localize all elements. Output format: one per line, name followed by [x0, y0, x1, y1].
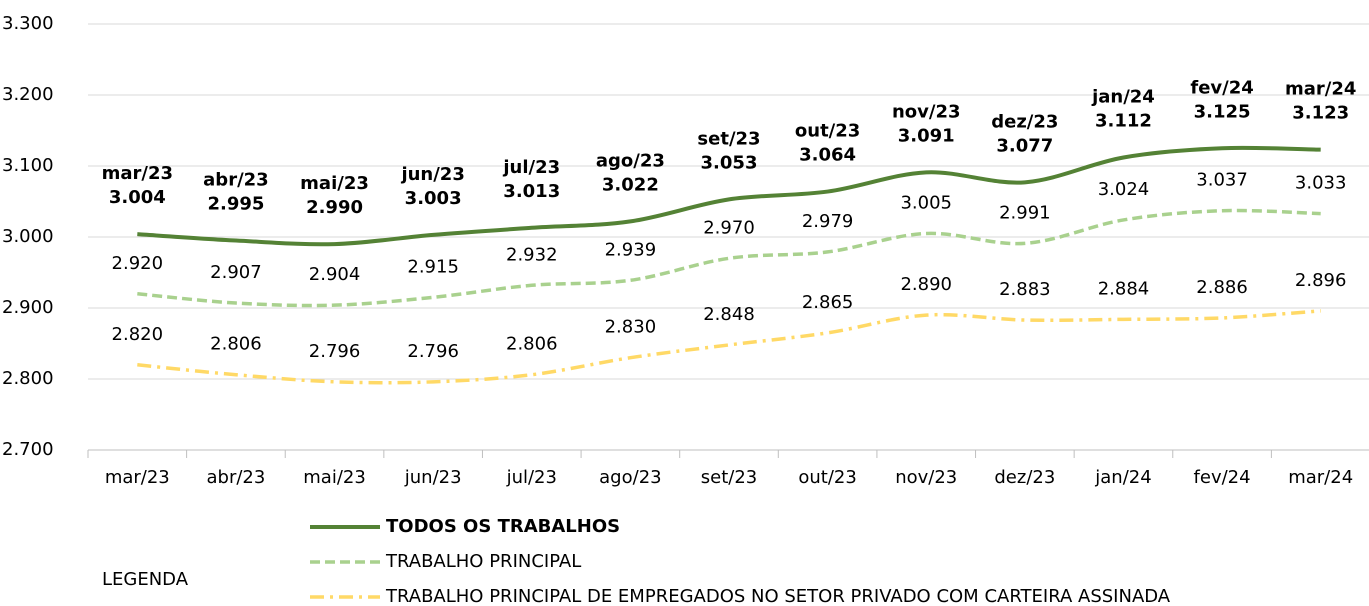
- data-label: 2.820: [112, 324, 164, 345]
- data-label: 2.886: [1196, 277, 1248, 298]
- data-label: 3.003: [405, 188, 462, 209]
- x-tick-label: jun/23: [404, 467, 462, 488]
- data-label: 2.920: [112, 253, 164, 274]
- y-tick-label: 2.900: [2, 297, 54, 318]
- data-label: 2.939: [605, 239, 657, 260]
- y-tick-label: 3.300: [2, 13, 54, 34]
- series-line: [137, 309, 1321, 385]
- data-label-category: mar/24: [1285, 79, 1356, 100]
- x-tick-label: mar/24: [1288, 467, 1353, 488]
- data-label: 3.125: [1194, 101, 1251, 122]
- data-label: 2.915: [407, 256, 459, 277]
- x-tick-label: set/23: [701, 467, 757, 488]
- y-tick-label: 3.000: [2, 226, 54, 247]
- x-tick-label: nov/23: [895, 467, 957, 488]
- series-line: [137, 145, 1321, 247]
- x-tick-label: abr/23: [207, 467, 266, 488]
- data-label: 2.995: [207, 194, 264, 215]
- y-tick-label: 3.200: [2, 84, 54, 105]
- x-tick-label: mai/23: [303, 467, 366, 488]
- legend-title: LEGENDA: [102, 569, 189, 590]
- data-label: 2.890: [900, 274, 952, 295]
- data-label: 2.865: [802, 292, 854, 313]
- data-label: 2.896: [1295, 270, 1347, 291]
- data-label: 2.884: [1098, 278, 1150, 299]
- data-label-category: dez/23: [991, 111, 1058, 132]
- data-label: 2.904: [309, 264, 361, 285]
- data-label: 3.013: [503, 181, 560, 202]
- data-label-category: jul/23: [502, 157, 560, 178]
- x-tick-label: fev/24: [1194, 467, 1251, 488]
- x-tick-label: ago/23: [599, 467, 661, 488]
- data-label: 3.033: [1295, 173, 1347, 194]
- data-label-category: abr/23: [203, 170, 269, 191]
- data-label-category: ago/23: [596, 150, 665, 171]
- data-label: 3.091: [898, 125, 955, 146]
- data-label: 2.796: [309, 341, 361, 362]
- y-tick-label: 3.100: [2, 155, 54, 176]
- data-label-category: mai/23: [300, 173, 369, 194]
- legend-label: TRABALHO PRINCIPAL DE EMPREGADOS NO SETO…: [385, 586, 1171, 606]
- data-label-category: out/23: [795, 121, 860, 142]
- data-label: 3.077: [996, 135, 1053, 156]
- data-label: 2.970: [703, 217, 755, 238]
- legend-label: TRABALHO PRINCIPAL: [385, 551, 581, 572]
- data-label: 2.990: [306, 197, 363, 218]
- data-label: 3.053: [701, 152, 758, 173]
- data-label: 2.932: [506, 244, 558, 265]
- data-label: 2.806: [210, 334, 262, 355]
- data-label: 2.848: [703, 304, 755, 325]
- x-tick-label: dez/23: [994, 467, 1055, 488]
- legend-label: TODOS OS TRABALHOS: [386, 516, 620, 537]
- data-label: 3.024: [1098, 179, 1150, 200]
- data-label: 3.064: [799, 145, 856, 166]
- data-label: 2.991: [999, 202, 1051, 223]
- data-label: 3.022: [602, 174, 659, 195]
- data-label: 3.037: [1196, 170, 1248, 191]
- data-label: 2.830: [605, 317, 657, 338]
- y-tick-label: 2.800: [2, 368, 54, 389]
- data-label: 3.005: [900, 192, 952, 213]
- x-tick-label: out/23: [798, 467, 856, 488]
- x-tick-label: jan/24: [1094, 467, 1151, 488]
- data-label-category: set/23: [697, 128, 760, 149]
- data-label: 2.883: [999, 279, 1051, 300]
- data-label-category: fev/24: [1190, 77, 1253, 98]
- data-label: 3.112: [1095, 110, 1152, 131]
- x-tick-label: jul/23: [506, 467, 557, 488]
- data-label-category: nov/23: [892, 101, 961, 122]
- series-line: [137, 208, 1321, 308]
- data-label: 2.979: [802, 211, 854, 232]
- data-label: 2.907: [210, 262, 262, 283]
- data-label-category: jun/23: [400, 164, 464, 185]
- x-tick-label: mar/23: [105, 467, 170, 488]
- data-label-category: mar/23: [102, 163, 173, 184]
- data-label: 3.004: [109, 187, 166, 208]
- data-label: 2.796: [407, 341, 459, 362]
- data-label-category: jan/24: [1091, 86, 1155, 107]
- data-label: 2.806: [506, 334, 558, 355]
- data-label: 3.123: [1292, 103, 1349, 124]
- y-tick-label: 2.700: [2, 439, 54, 460]
